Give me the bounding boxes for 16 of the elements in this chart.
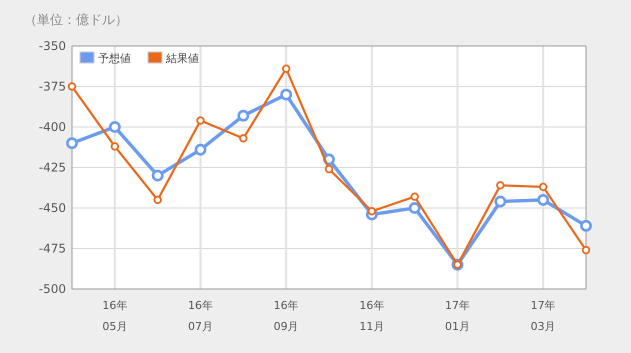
x-tick-label: 17年 03月 [530,299,556,333]
y-tick-label: -425 [38,160,66,175]
x-tick-label: 17年 01月 [445,299,470,333]
x-tick-label: 16年 09月 [274,299,299,333]
y-tick-label: -350 [38,39,66,54]
y-tick-label: -400 [38,120,66,134]
legend-label: 結果値 [165,52,199,65]
y-tick-label: -500 [38,282,66,296]
x-tick-label: 16年 05月 [102,299,128,333]
y-tick-label: -450 [38,201,66,216]
x-tick-label: 16年 11月 [359,299,384,333]
y-tick-label: -375 [38,80,66,94]
chart-title: （単位：億ドル） [24,13,128,28]
y-tick-label: -475 [38,242,66,256]
x-tick-label: 16年 07月 [188,299,213,333]
legend-label: 予想値 [98,52,131,65]
